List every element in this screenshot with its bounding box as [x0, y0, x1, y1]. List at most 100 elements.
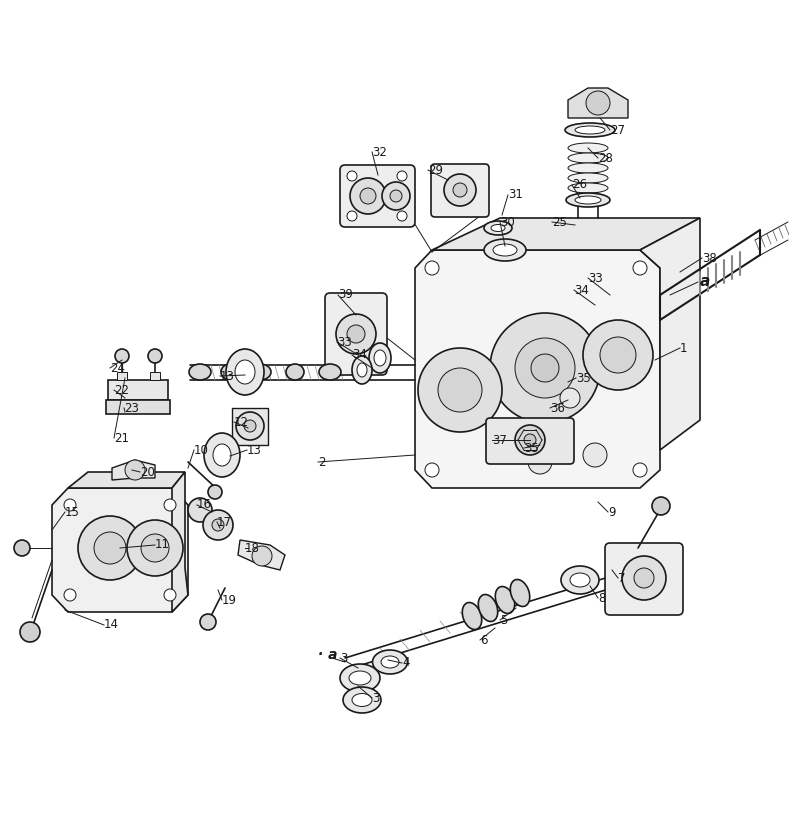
Circle shape [208, 485, 222, 499]
Circle shape [560, 388, 580, 408]
FancyBboxPatch shape [486, 418, 574, 464]
Circle shape [125, 460, 145, 480]
Circle shape [586, 91, 610, 115]
Text: 23: 23 [124, 401, 139, 414]
FancyBboxPatch shape [605, 543, 683, 615]
Ellipse shape [510, 580, 529, 606]
Ellipse shape [568, 153, 608, 163]
Circle shape [583, 443, 607, 467]
Text: 29: 29 [428, 164, 443, 177]
Ellipse shape [189, 364, 211, 380]
Polygon shape [172, 472, 188, 612]
Polygon shape [232, 408, 268, 445]
Circle shape [20, 622, 40, 642]
Text: 37: 37 [492, 434, 507, 447]
Text: 34: 34 [574, 283, 589, 296]
FancyBboxPatch shape [340, 165, 415, 227]
Circle shape [652, 497, 670, 515]
Circle shape [425, 261, 439, 275]
Ellipse shape [352, 694, 372, 707]
Circle shape [347, 171, 357, 181]
Text: 18: 18 [245, 541, 260, 554]
Text: 22: 22 [114, 383, 129, 396]
Text: 27: 27 [610, 124, 625, 137]
Ellipse shape [493, 244, 517, 256]
Circle shape [490, 313, 600, 423]
Text: 4: 4 [402, 657, 409, 669]
Ellipse shape [568, 143, 608, 153]
Circle shape [438, 368, 482, 412]
Ellipse shape [575, 196, 601, 204]
Text: 33: 33 [588, 272, 603, 285]
Circle shape [397, 171, 407, 181]
Text: 16: 16 [197, 498, 212, 511]
Text: 35: 35 [576, 371, 591, 384]
Ellipse shape [484, 221, 512, 235]
Circle shape [164, 589, 176, 601]
Text: 7: 7 [618, 571, 626, 584]
Text: 13: 13 [247, 444, 262, 457]
Text: 36: 36 [550, 401, 565, 414]
Circle shape [634, 568, 654, 588]
Circle shape [164, 499, 176, 511]
Circle shape [390, 190, 402, 202]
Text: 38: 38 [702, 252, 716, 265]
Text: 30: 30 [500, 216, 514, 229]
Text: 15: 15 [65, 505, 80, 519]
Circle shape [633, 261, 647, 275]
Text: 21: 21 [114, 431, 129, 444]
Ellipse shape [374, 350, 386, 366]
Text: 9: 9 [608, 505, 615, 519]
Circle shape [418, 348, 502, 432]
Ellipse shape [226, 349, 264, 395]
Ellipse shape [204, 433, 240, 477]
Circle shape [600, 337, 636, 373]
Text: 31: 31 [508, 189, 523, 202]
Circle shape [531, 354, 559, 382]
Ellipse shape [495, 587, 514, 614]
Ellipse shape [372, 650, 407, 674]
Circle shape [203, 510, 233, 540]
Ellipse shape [235, 360, 255, 384]
Circle shape [347, 325, 365, 343]
Ellipse shape [352, 356, 372, 384]
Circle shape [425, 463, 439, 477]
Bar [108, 380, 168, 400]
Circle shape [515, 425, 545, 455]
Text: 3: 3 [372, 692, 380, 704]
Bar [106, 400, 170, 414]
Circle shape [200, 614, 216, 630]
Ellipse shape [570, 573, 590, 587]
Circle shape [583, 320, 653, 390]
Text: 19: 19 [222, 593, 237, 606]
Text: 26: 26 [572, 178, 587, 191]
Ellipse shape [343, 687, 381, 713]
Ellipse shape [286, 364, 304, 380]
FancyBboxPatch shape [431, 164, 489, 217]
Polygon shape [640, 218, 700, 450]
Text: 5: 5 [500, 614, 507, 627]
Ellipse shape [462, 602, 482, 629]
Text: 6: 6 [480, 633, 488, 646]
Circle shape [244, 420, 256, 432]
Ellipse shape [369, 343, 391, 373]
Ellipse shape [221, 364, 239, 380]
Ellipse shape [381, 656, 399, 668]
Circle shape [64, 499, 76, 511]
Circle shape [350, 178, 386, 214]
Ellipse shape [319, 364, 341, 380]
Ellipse shape [575, 126, 605, 134]
Polygon shape [68, 472, 185, 488]
Ellipse shape [568, 183, 608, 193]
Ellipse shape [213, 444, 231, 466]
Text: 12: 12 [234, 415, 249, 428]
Ellipse shape [568, 173, 608, 183]
Text: 32: 32 [372, 146, 387, 159]
Circle shape [64, 589, 76, 601]
Polygon shape [432, 218, 700, 250]
Circle shape [236, 412, 264, 440]
Circle shape [336, 314, 376, 354]
Polygon shape [52, 488, 188, 612]
Circle shape [528, 450, 552, 474]
Circle shape [347, 211, 357, 221]
